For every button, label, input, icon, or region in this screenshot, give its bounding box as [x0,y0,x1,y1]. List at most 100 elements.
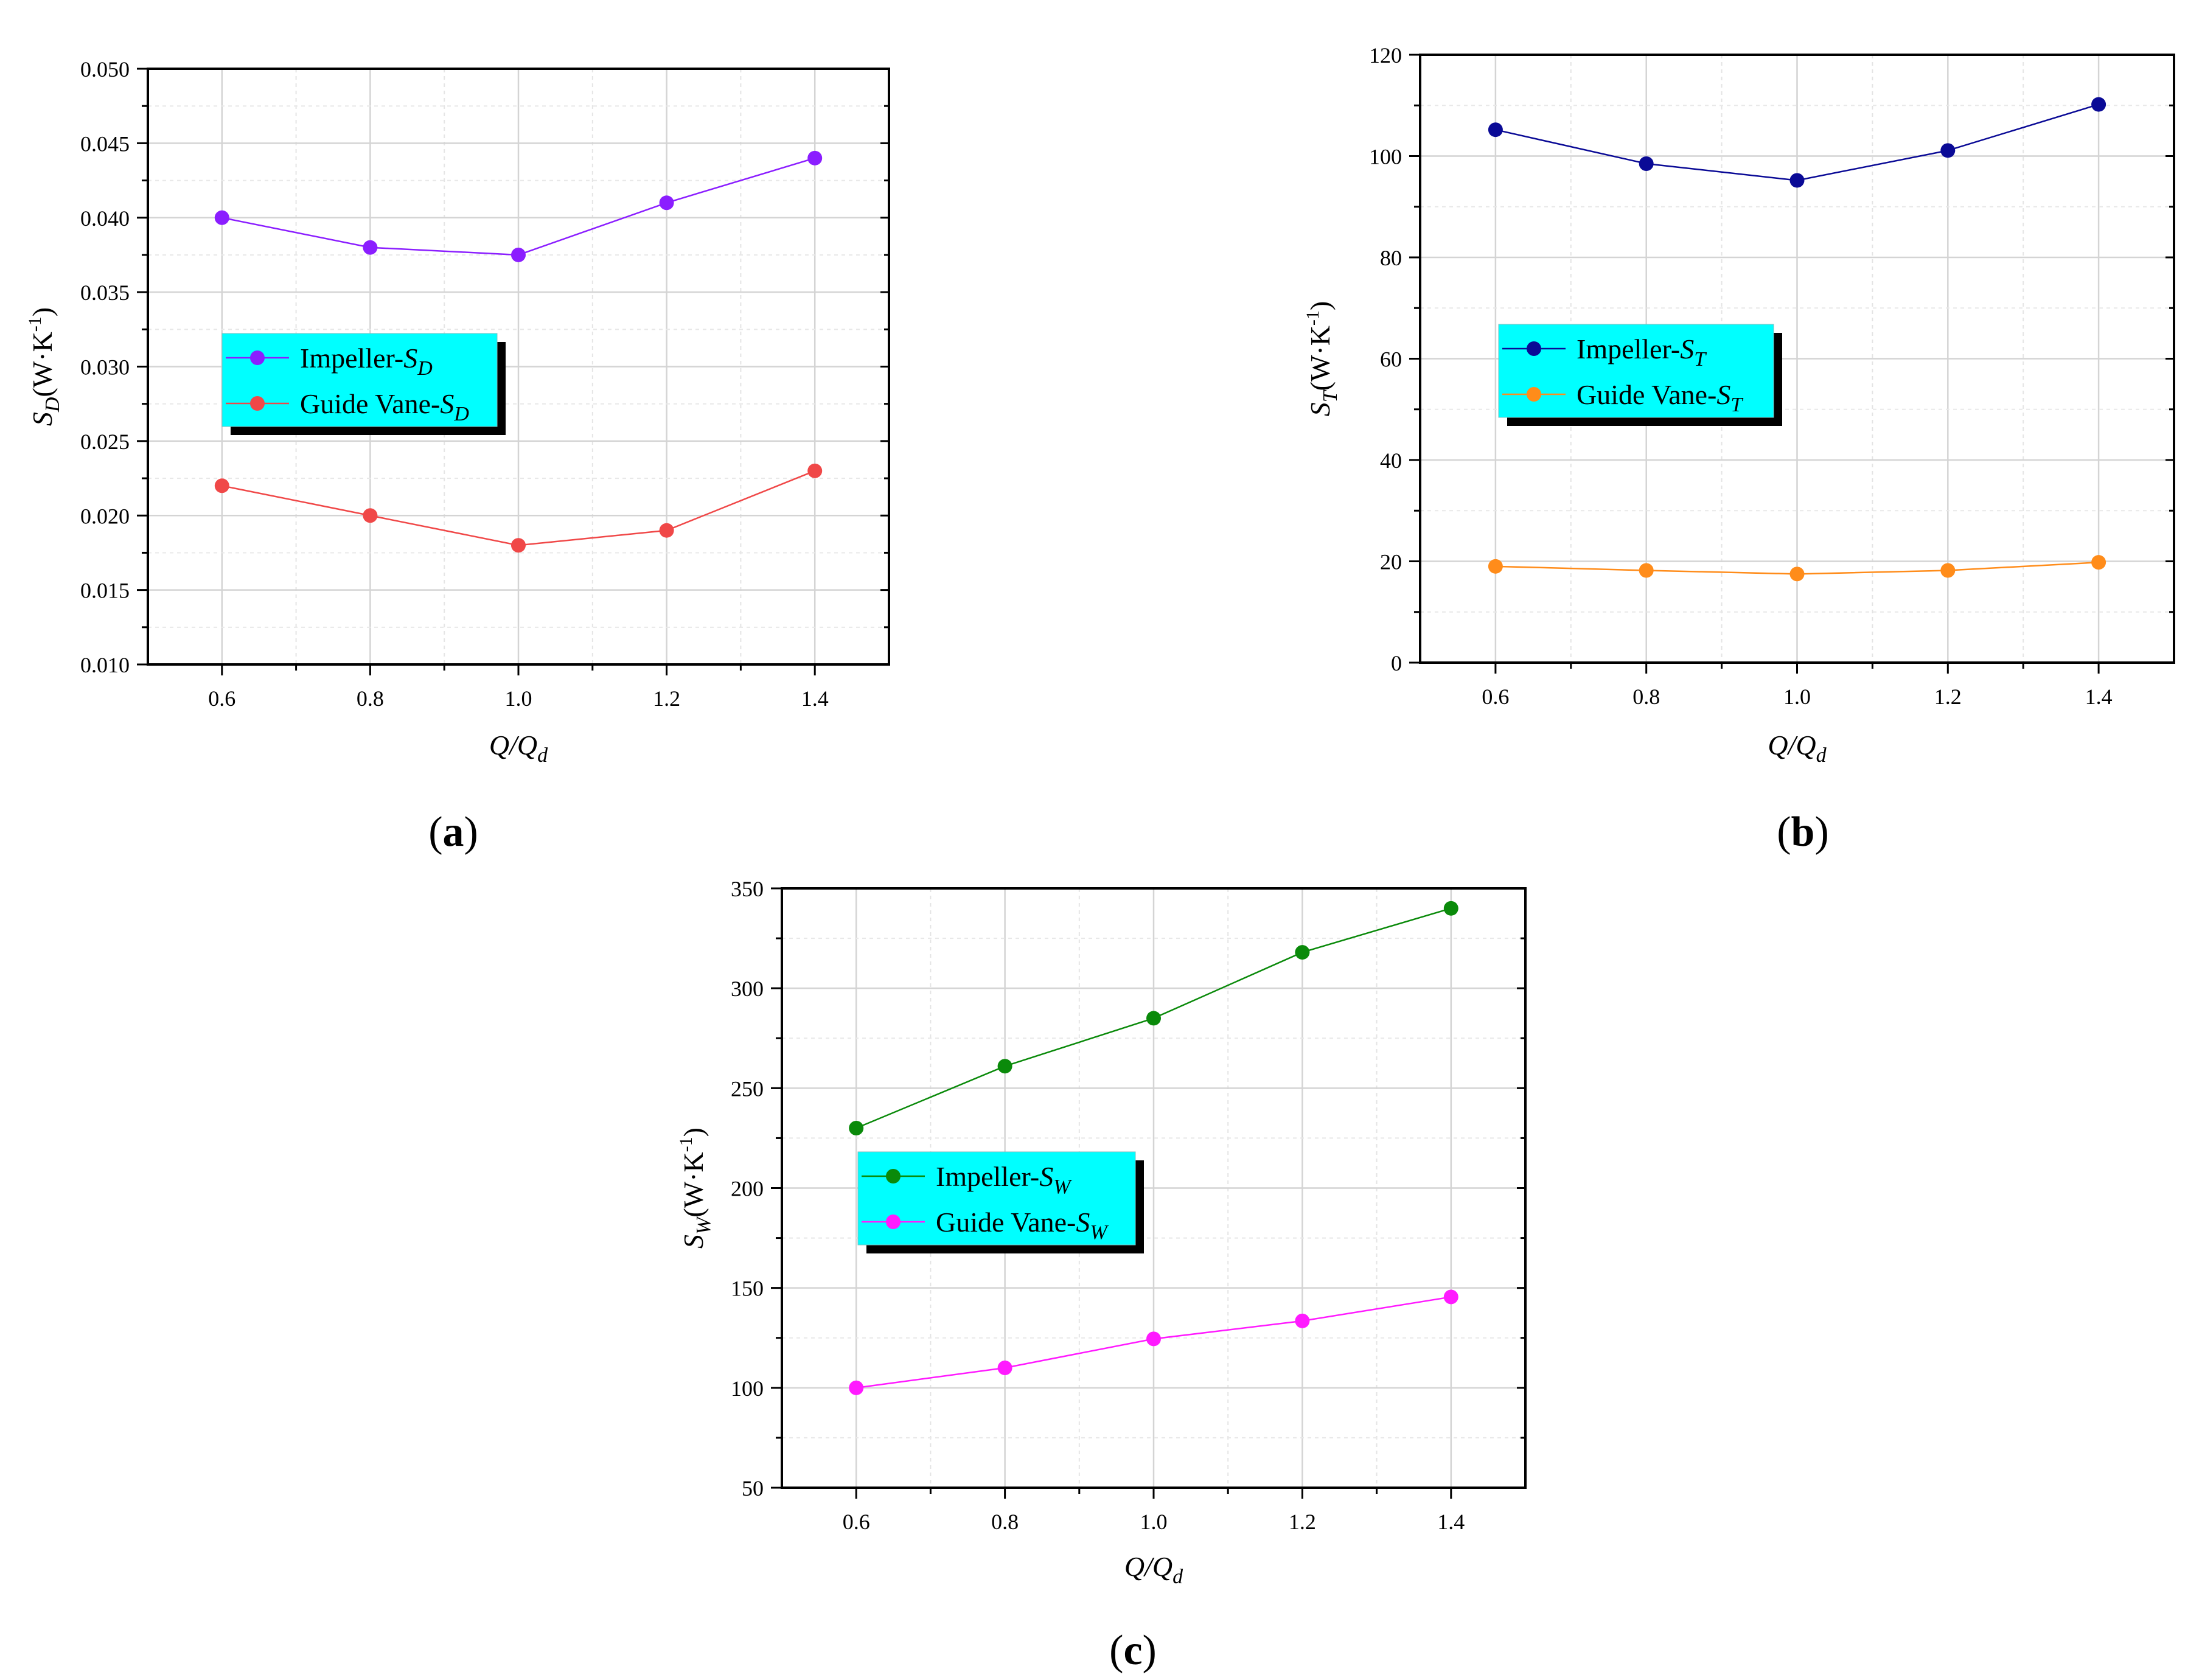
data-point [1443,1289,1458,1305]
y-tick-label: 40 [1380,448,1402,473]
data-point [849,1121,864,1135]
y-tick-label: 0.040 [80,206,130,231]
legend-entry-subscript: D [453,403,469,425]
x-tick-label: 1.2 [653,686,680,711]
y-tick-label: 0.045 [80,131,130,156]
chart-panel-c: 0.6 0.8 1.0 1.2 1.4 50 100 150 200 250 300 350 Q/Qd S… [676,877,1527,1674]
chart-panel-b: 0.6 0.8 1.0 1.2 1.4020406080100120Q/QdST(W·K… [1303,43,2175,856]
x-tick-label: 0.6 [843,1510,870,1534]
y-tick-label: 120 [1369,43,1402,68]
data-point [1146,1011,1161,1026]
y-axis-title-close: ) [1305,301,1336,310]
x-axis-title-subscript: d [1816,744,1827,767]
x-tick-label: 1.2 [1934,685,1962,709]
data-point [2091,555,2106,570]
legend-marker [250,396,265,411]
y-tick-label: 0.020 [80,504,130,528]
data-point [511,247,526,262]
x-axis-title: Q/Qd [1124,1551,1183,1588]
data-point [214,210,229,225]
y-axis-title-subscript: D [41,397,64,413]
data-point [1488,559,1503,574]
panel-label-close: ) [1814,809,1828,856]
x-tick-label: 0.8 [357,686,384,711]
y-axis-title-close: ) [27,307,58,316]
panel-label-letter: a [443,809,464,856]
legend-entry-symbol: S [440,388,454,419]
data-point [1639,563,1654,578]
y-axis: 50 100 150 200 250 300 350 [731,877,1525,1500]
x-axis: 0.6 0.8 1.0 1.2 1.4 [208,664,829,711]
legend-entry-subscript: D [417,357,433,380]
panel-label-close: ) [1143,1627,1157,1674]
legend-box [857,1151,1136,1246]
x-tick-label: 1.0 [505,686,532,711]
y-axis: 0 20 40 60 80 100 120 [1369,43,2174,675]
x-axis-title-subscript: d [537,744,548,767]
x-axis-title: Q/Qd [1768,730,1827,767]
y-tick-label: 100 [1369,145,1402,169]
x-tick-label: 1.4 [1437,1510,1465,1534]
x-tick-label: 1.2 [1289,1510,1316,1534]
panel-label-open: ( [1109,1627,1123,1674]
legend-marker [886,1169,901,1183]
panel-label: (b) [1777,809,1829,856]
x-axis-title-base: Q/Q [489,730,537,761]
series-guide-vane [1488,555,2106,582]
y-tick-label: 0.030 [80,355,130,380]
x-tick-label: 1.0 [1783,685,1811,709]
data-point [807,150,823,166]
x-tick-label: 0.6 [208,686,235,711]
legend-marker [250,350,265,365]
y-tick-label: 60 [1380,347,1402,372]
series-guide-vane [849,1289,1458,1395]
legend-entry-symbol: S [1716,379,1730,410]
legend-marker [886,1215,901,1229]
grid [148,69,889,664]
y-axis-title-superscript: -1 [1303,310,1323,326]
data-point [1295,945,1310,960]
y-axis-title: SW(W·K-1) [676,1128,715,1249]
legend-entry-guide-vane: Guide Vane-SW [936,1207,1109,1244]
y-axis-title-superscript: -1 [25,316,45,332]
data-point [1940,143,1956,158]
data-point [659,523,674,538]
legend-entry-subscript: W [1053,1176,1072,1198]
legend-entry-name: Impeller- [1577,333,1680,364]
y-axis-title: SD(W·K-1) [25,307,64,426]
legend-entry-name: Guide Vane- [300,388,440,419]
y-tick-label: 250 [731,1076,764,1101]
y-axis-title-subscript: T [1319,389,1342,402]
data-point [1639,156,1654,171]
x-axis-title-base: Q/Q [1768,730,1816,761]
data-point [363,508,378,523]
panel-label-letter: b [1791,809,1815,856]
y-tick-label: 50 [742,1476,764,1500]
legend-entry-name: Guide Vane- [1577,379,1716,410]
y-axis-title-close: ) [678,1128,709,1137]
legend-entry-name: Impeller- [300,343,403,374]
x-tick-label: 1.4 [801,686,829,711]
data-point [1146,1331,1161,1347]
series-impeller [214,150,823,262]
legend-entry-guide-vane: Guide Vane-SD [300,388,469,425]
legend-entry-subscript: T [1730,394,1743,416]
y-axis-title-symbol: S [27,412,58,426]
panel-label: (c) [1109,1627,1157,1674]
y-axis-title-unit: (W·K [27,332,58,397]
grid [1420,55,2174,663]
legend-marker [1527,341,1541,356]
legend-entry-symbol: S [1039,1161,1053,1192]
x-tick-label: 1.0 [1140,1510,1168,1534]
y-tick-label: 0.015 [80,579,130,603]
x-tick-label: 1.4 [2085,685,2113,709]
data-point [659,195,674,211]
data-point [2091,97,2106,112]
x-axis: 0.6 0.8 1.0 1.2 1.4 [1482,663,2113,709]
legend-box [1498,324,1774,418]
data-point [1443,901,1458,916]
legend-entry-guide-vane: Guide Vane-ST [1577,379,1743,416]
y-tick-label: 0.010 [80,653,130,677]
data-point [214,478,229,493]
